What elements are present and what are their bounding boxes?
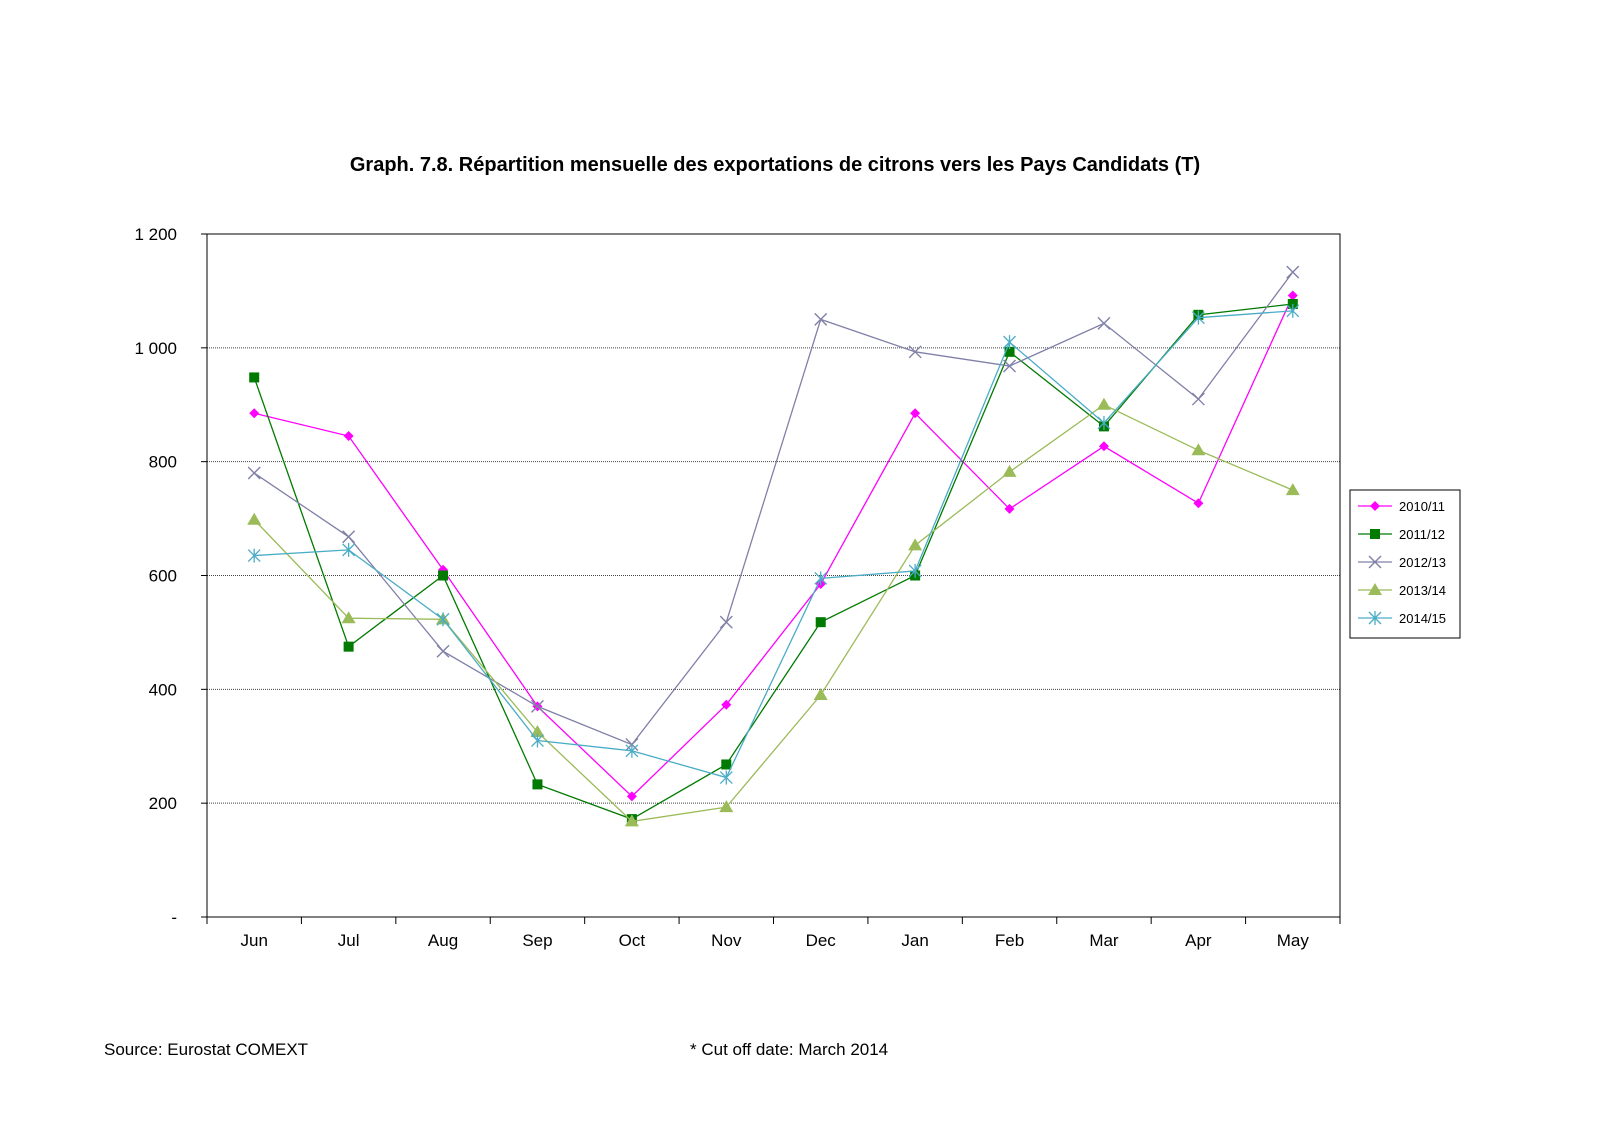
data-point [1097,316,1111,330]
x-tick-label: Jul [338,931,360,950]
series-line-2011-12 [253,303,1293,820]
chart-title: Graph. 7.8. Répartition mensuelle des ex… [349,154,1201,176]
legend-label: 2010/11 [1399,499,1445,514]
legend-marker [1368,583,1382,595]
axes: - 200 400 600 800 1 000 1 200 Jun Jul Aug Sep Oct No… [134,225,1341,950]
series-lines [247,265,1300,827]
y-tick-label: 200 [149,794,177,813]
data-point [1003,335,1017,350]
data-point [719,800,734,813]
data-point [1191,392,1205,406]
data-point [247,512,262,525]
legend-label: 2013/14 [1399,583,1446,598]
legend: 2010/11 2011/12 2012/13 2013/14 2014/15 [1349,489,1461,639]
data-point [1191,443,1206,456]
data-point [814,571,828,586]
data-point [342,530,356,544]
data-point [247,548,261,563]
data-point [908,345,922,359]
legend-marker [1370,529,1380,539]
data-point [1193,498,1204,509]
x-tick-label: Oct [619,931,646,950]
data-point [719,770,733,785]
data-point [721,759,732,770]
data-point [624,814,639,827]
data-point [625,743,639,758]
data-point [1191,310,1205,325]
x-tick-label: Mar [1089,931,1119,950]
data-point [438,570,449,581]
data-point [343,641,354,652]
legend-label: 2011/12 [1399,527,1445,542]
data-point [1003,359,1017,373]
data-point [1004,346,1015,357]
data-point [908,563,922,578]
data-point [815,617,826,628]
x-tick-label: Aug [428,931,458,950]
data-point [343,431,354,442]
cutoff-note: * Cut off date: March 2014 [690,1040,889,1059]
y-tick-label: 400 [149,680,177,699]
x-tick-label: Apr [1185,931,1212,950]
series-line-2013-14 [253,403,1294,823]
data-point [626,791,637,802]
legend-box [1349,489,1461,639]
series-line-2012-13 [253,271,1294,746]
data-point [247,466,261,480]
data-point [1286,303,1300,318]
data-point [814,312,828,326]
data-point [436,644,450,658]
data-point [908,538,923,551]
data-point [342,542,356,557]
x-tick-label: Jun [240,931,267,950]
data-point [436,612,450,627]
data-point [1286,265,1300,279]
data-point [1285,483,1300,496]
data-point [530,725,545,738]
legend-marker [1370,501,1380,511]
x-tick-label: Sep [522,931,552,950]
x-tick-label: Dec [806,931,837,950]
y-tick-label: 1 000 [134,339,177,358]
data-point [530,699,544,713]
data-point [910,408,921,419]
data-point [1098,441,1109,452]
x-tick-label: Jan [901,931,928,950]
y-tick-label: - [171,908,177,927]
grid-lines [207,233,1340,804]
legend-label: 2014/15 [1399,611,1446,626]
data-point [1097,415,1111,430]
data-point [1002,464,1017,477]
x-tick-label: Feb [995,931,1024,950]
data-point [249,372,260,383]
legend-marker [1368,555,1382,569]
x-tick-label: May [1277,931,1310,950]
data-point [813,688,828,701]
series-line-2010-11 [254,295,1294,798]
data-point [1287,290,1298,301]
series-line-2014-15 [254,310,1293,779]
y-tick-label: 1 200 [134,225,177,244]
data-point [532,779,543,790]
data-point [249,408,260,419]
data-point [530,733,544,748]
data-point [1096,397,1111,410]
legend-label: 2012/13 [1399,555,1446,570]
y-tick-label: 600 [149,567,177,586]
source-note: Source: Eurostat COMEXT [104,1040,309,1059]
data-point [1004,503,1015,514]
x-tick-label: Nov [711,931,742,950]
legend-marker [1368,611,1382,625]
data-point [719,615,733,629]
y-tick-label: 800 [149,453,177,472]
data-point [721,699,732,710]
data-point [341,611,356,624]
